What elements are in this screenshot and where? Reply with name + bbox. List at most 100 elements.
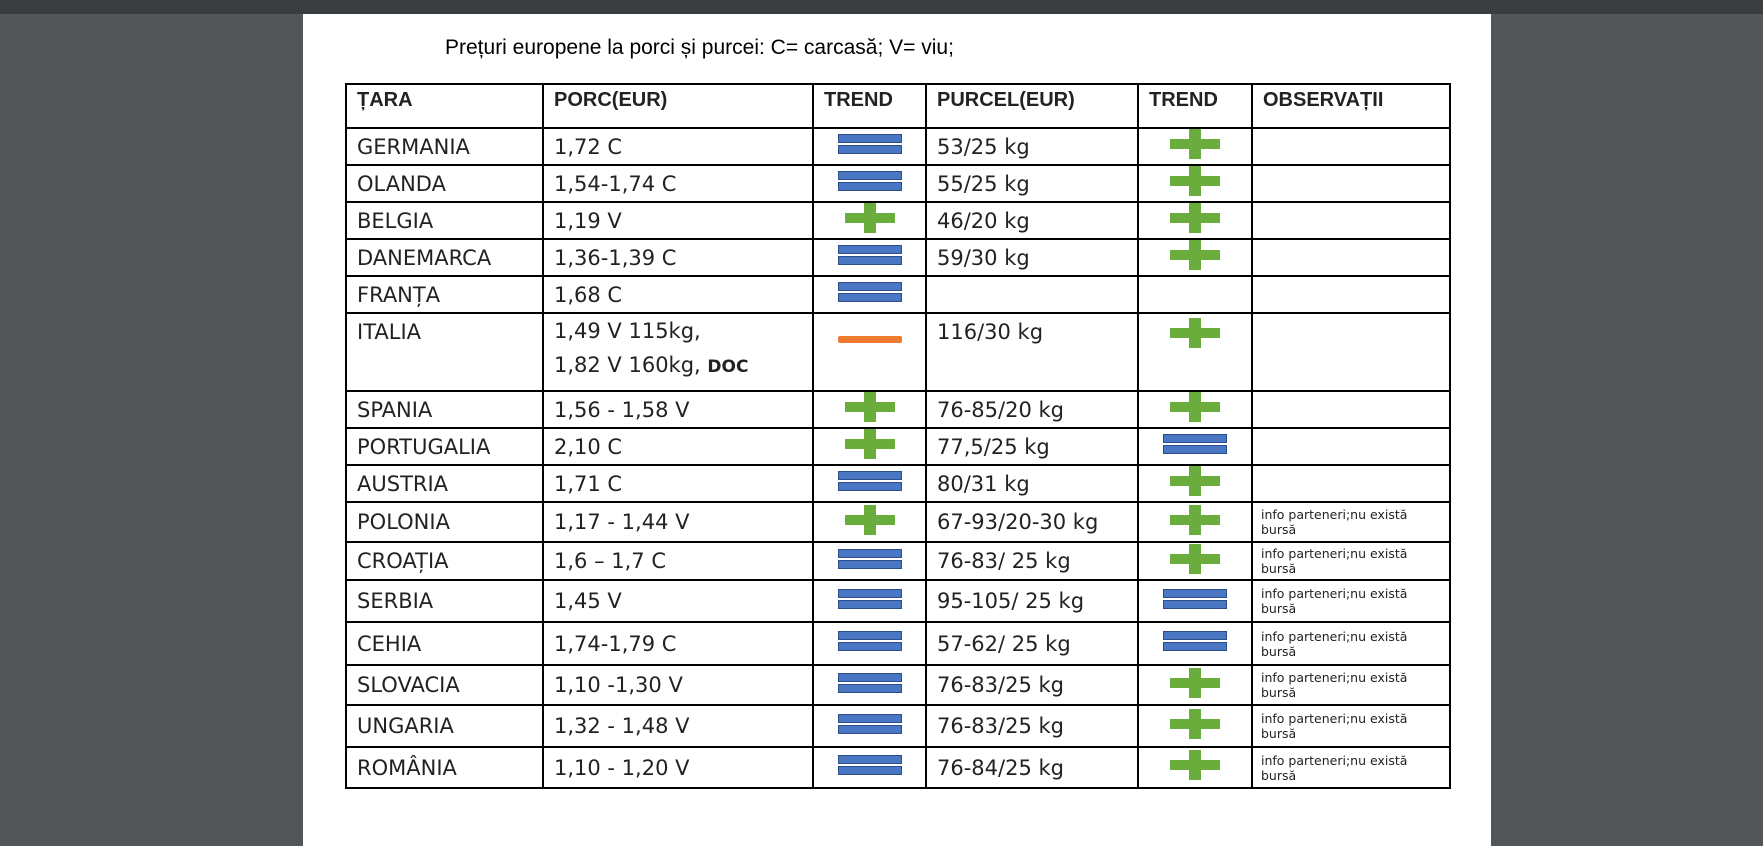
piglet-trend-cell xyxy=(1137,704,1253,748)
price-table: ȚARA PORC(EUR) TREND PURCEL(EUR) TREND OBSERV… xyxy=(345,83,1451,789)
piglet-price-cell: 76-83/25 kg xyxy=(925,664,1139,706)
piglet-price: 76-83/25 kg xyxy=(937,714,1064,738)
bar xyxy=(1189,544,1201,574)
bar xyxy=(863,393,876,422)
table-row: SERBIA 1,45 V 95-105/ 25 kg info parteneri;… xyxy=(345,579,1451,623)
observations-cell: info parteneri;nu există bursă xyxy=(1251,541,1451,581)
piglet-price: 80/31 kg xyxy=(937,471,1030,496)
piglet-price-cell: 95-105/ 25 kg xyxy=(925,579,1139,623)
document-page: Prețuri europene la porci și purcei: C= … xyxy=(303,14,1491,846)
observation: info parteneri;nu există bursă xyxy=(1261,586,1408,616)
bar xyxy=(1163,434,1227,443)
piglet-trend-cell xyxy=(1137,464,1253,503)
column-header: PORC(EUR) xyxy=(542,83,814,129)
trend-equal-icon xyxy=(837,169,902,193)
piglet-price: 76-85/20 kg xyxy=(937,397,1064,422)
bar xyxy=(1189,667,1201,698)
pig-trend-cell xyxy=(812,464,927,503)
piglet-trend-cell xyxy=(1137,312,1253,392)
bar xyxy=(837,293,902,302)
observations-cell: info parteneri;nu există bursă xyxy=(1251,746,1451,789)
pig-price: 1,19 V xyxy=(554,208,622,233)
pig-price: 1,68 C xyxy=(554,282,623,307)
pig-price-cell: 1,49 V 115kg, 1,82 V 160kg, DOC xyxy=(542,312,814,392)
pig-price-cell: 1,56 - 1,58 V xyxy=(542,390,814,429)
trend-equal-icon xyxy=(837,629,902,653)
piglet-trend-cell xyxy=(1137,127,1253,166)
piglet-price: 77,5/25 kg xyxy=(937,434,1050,459)
pig-price-cell: 1,68 C xyxy=(542,275,814,314)
piglet-trend-cell xyxy=(1137,541,1253,581)
pig-price-cell: 1,32 - 1,48 V xyxy=(542,704,814,748)
trend-up-icon xyxy=(1170,318,1220,348)
header-row: ȚARA PORC(EUR) TREND PURCEL(EUR) TREND OBSERV… xyxy=(345,83,1451,129)
piglet-price-cell: 77,5/25 kg xyxy=(925,427,1139,466)
observations-cell: info parteneri;nu există bursă xyxy=(1251,579,1451,623)
country-cell: SLOVACIA xyxy=(345,664,544,706)
piglet-trend-cell xyxy=(1137,390,1253,429)
bar xyxy=(837,134,902,143)
bar xyxy=(1163,599,1227,609)
toolbar xyxy=(0,0,1763,14)
piglet-price-cell xyxy=(925,275,1139,314)
piglet-price-cell: 57-62/ 25 kg xyxy=(925,621,1139,666)
piglet-price: 67-93/20-30 kg xyxy=(937,510,1099,534)
table-row: SPANIA 1,56 - 1,58 V 76-85/20 kg xyxy=(345,390,1451,429)
bar xyxy=(1189,504,1201,535)
piglet-price-cell: 55/25 kg xyxy=(925,164,1139,203)
bar xyxy=(837,282,902,291)
bar xyxy=(837,256,902,265)
bar xyxy=(1163,588,1227,598)
pig-price: 1,45 V xyxy=(554,589,622,613)
pig-price-cell: 1,36-1,39 C xyxy=(542,238,814,277)
pig-trend-cell xyxy=(812,704,927,748)
observations-cell: info parteneri;nu există bursă xyxy=(1251,704,1451,748)
trend-up-icon xyxy=(844,204,895,233)
country-cell: DANEMARCA xyxy=(345,238,544,277)
observations-cell: info parteneri;nu există bursă xyxy=(1251,621,1451,666)
bar xyxy=(1189,467,1201,496)
bar xyxy=(837,713,902,723)
country-cell: SERBIA xyxy=(345,579,544,623)
pig-price: 1,82 V 160kg, xyxy=(554,353,701,377)
observation: info parteneri;nu există bursă xyxy=(1261,628,1408,659)
pig-price: 1,56 - 1,58 V xyxy=(554,397,690,422)
piglet-price-cell: 76-83/25 kg xyxy=(925,704,1139,748)
trend-up-icon xyxy=(1170,708,1220,739)
table-row: AUSTRIA 1,71 C 80/31 kg xyxy=(345,464,1451,503)
column-header: OBSERVAȚII xyxy=(1251,83,1451,129)
table-row: ROMÂNIA 1,10 - 1,20 V 76-84/25 kg info part… xyxy=(345,746,1451,789)
pig-trend-cell xyxy=(812,621,927,666)
trend-up-icon xyxy=(1170,667,1220,698)
bar xyxy=(1189,241,1201,270)
pig-price-cell: 1,74-1,79 C xyxy=(542,621,814,666)
bar xyxy=(1189,750,1201,780)
bar xyxy=(837,672,902,682)
table-row: UNGARIA 1,32 - 1,48 V 76-83/25 kg info part… xyxy=(345,704,1451,748)
piglet-price: 76-84/25 kg xyxy=(937,755,1064,780)
document-title: Prețuri europene la porci și purcei: C= … xyxy=(445,36,954,59)
observation: info parteneri;nu există bursă xyxy=(1261,711,1408,741)
trend-equal-icon xyxy=(1163,587,1227,611)
bar xyxy=(1189,167,1201,196)
bar xyxy=(1189,318,1201,348)
observations-cell xyxy=(1251,201,1451,240)
trend-equal-icon xyxy=(1163,432,1227,456)
piglet-trend-cell xyxy=(1137,621,1253,666)
table-row: FRANȚA 1,68 C xyxy=(345,275,1451,314)
country-cell: CROAȚIA xyxy=(345,541,544,581)
pig-trend-cell xyxy=(812,201,927,240)
piglet-price-cell: 76-83/ 25 kg xyxy=(925,541,1139,581)
trend-up-icon xyxy=(844,393,895,422)
piglet-price-cell: 67-93/20-30 kg xyxy=(925,501,1139,543)
piglet-price: 59/30 kg xyxy=(937,245,1030,270)
pig-price-cell: 1,72 C xyxy=(542,127,814,166)
bar xyxy=(863,504,876,535)
bar xyxy=(837,599,902,609)
table-row: SLOVACIA 1,10 -1,30 V 76-83/25 kg info part… xyxy=(345,664,1451,706)
pig-price-cell: 1,6 – 1,7 C xyxy=(542,541,814,581)
observations-cell xyxy=(1251,127,1451,166)
trend-equal-icon xyxy=(837,469,902,493)
trend-up-icon xyxy=(1170,544,1220,574)
